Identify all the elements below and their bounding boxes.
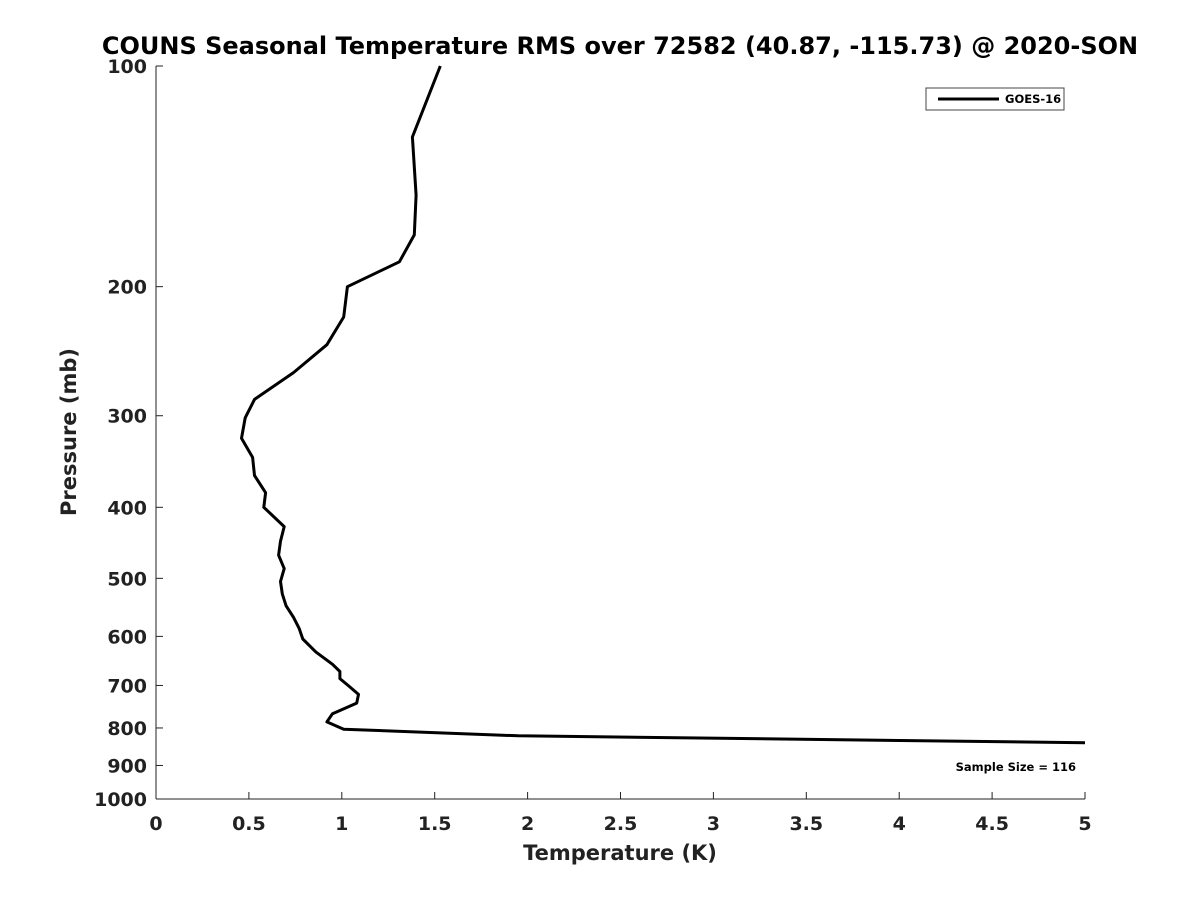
x-tick-label: 2.5 — [604, 813, 638, 835]
x-tick-label: 1.5 — [418, 813, 452, 835]
y-tick-label: 900 — [107, 755, 147, 777]
y-ticks: 100 200 300 400 500 600 700 800 900 1000 — [94, 56, 163, 811]
legend-label: GOES-16 — [1005, 92, 1061, 106]
plot-area: 0 0.5 1 1.5 2 2.5 3 3.5 4 4.5 5 100 200 300 400 500 600… — [94, 56, 1092, 835]
x-tick-label: 0.5 — [232, 813, 266, 835]
x-tick-label: 3 — [707, 813, 720, 835]
x-tick-label: 1 — [335, 813, 348, 835]
y-tick-label: 500 — [107, 568, 147, 590]
x-axis-label: Temperature (K) — [523, 841, 717, 865]
y-tick-label: 400 — [107, 497, 147, 519]
y-tick-label: 1000 — [94, 789, 147, 811]
legend: GOES-16 — [925, 87, 1065, 111]
y-tick-label: 300 — [107, 406, 147, 428]
x-ticks: 0 0.5 1 1.5 2 2.5 3 3.5 4 4.5 5 — [149, 792, 1092, 835]
x-tick-label: 3.5 — [789, 813, 823, 835]
x-tick-label: 2 — [521, 813, 534, 835]
y-tick-label: 700 — [107, 675, 147, 697]
y-tick-label: 800 — [107, 718, 147, 740]
series-line-goes-16 — [240, 65, 1086, 745]
series-layer — [240, 65, 1086, 745]
x-tick-label: 5 — [1078, 813, 1091, 835]
x-tick-label: 0 — [149, 813, 162, 835]
sample-size-annotation: Sample Size = 116 — [956, 760, 1076, 774]
y-tick-label: 100 — [107, 56, 147, 78]
x-tick-label: 4 — [893, 813, 906, 835]
y-tick-label: 600 — [107, 626, 147, 648]
chart-title: COUNS Seasonal Temperature RMS over 7258… — [102, 32, 1138, 60]
x-tick-label: 4.5 — [975, 813, 1009, 835]
y-axis-label: Pressure (mb) — [57, 348, 81, 516]
y-tick-label: 200 — [107, 277, 147, 299]
